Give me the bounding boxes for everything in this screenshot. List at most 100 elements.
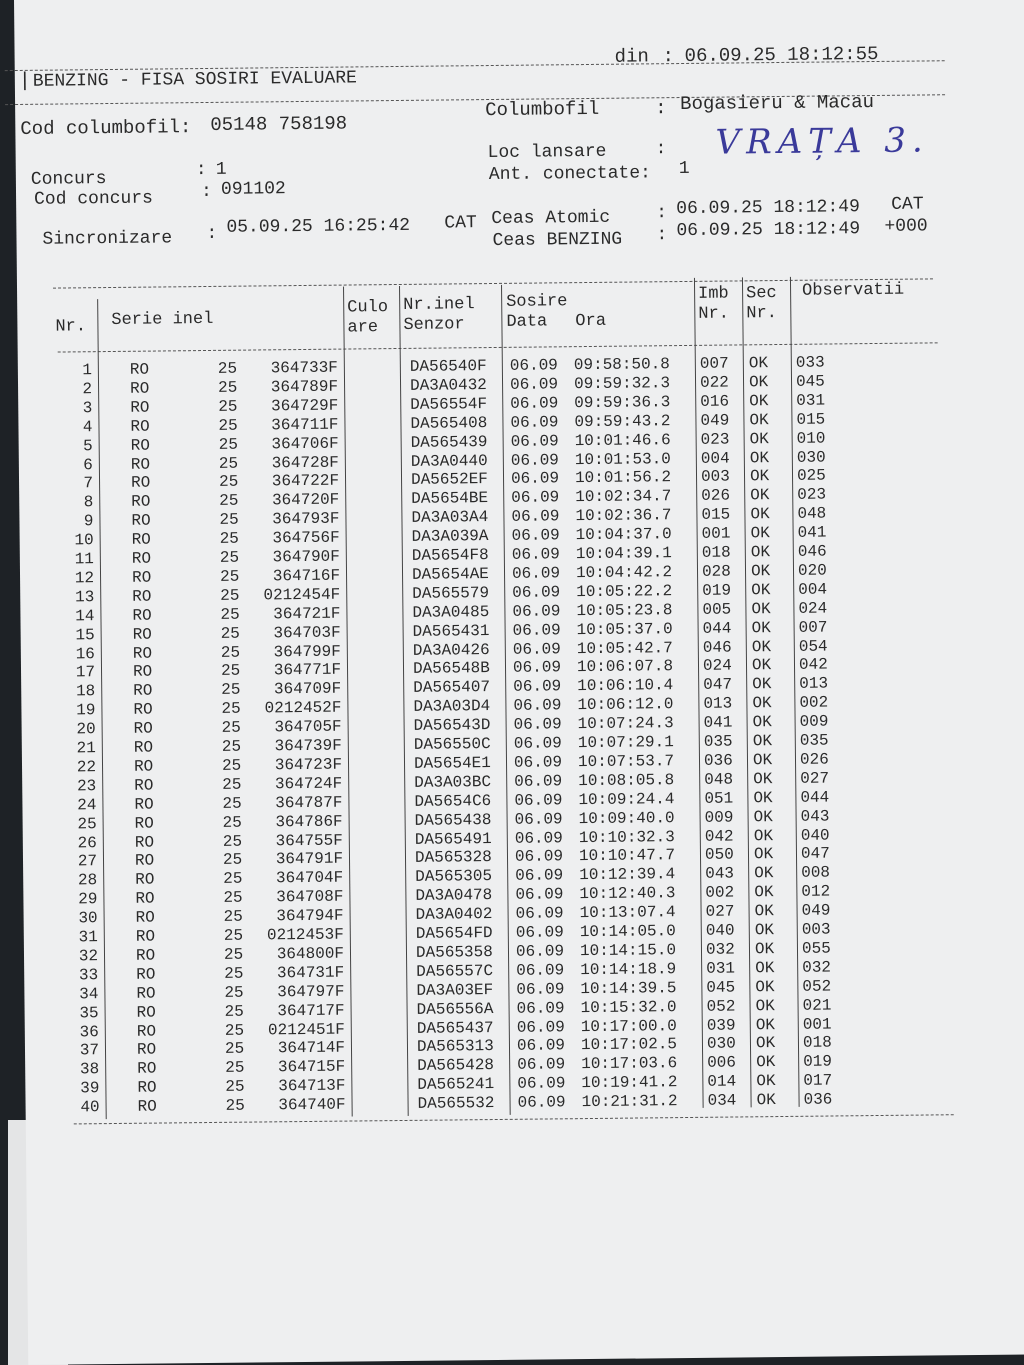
- row-nr: 24: [77, 795, 97, 815]
- table-top-border: [53, 278, 933, 289]
- row-sensor: DA5654F8: [411, 546, 489, 565]
- row-date: 06.09: [513, 753, 563, 772]
- loc-lansare-handwritten: VRAȚA 3.: [715, 120, 929, 163]
- row-sec: OK: [752, 750, 773, 770]
- row-imb: 046: [702, 638, 732, 657]
- row-nr: 19: [76, 701, 96, 720]
- row-nr: 6: [83, 455, 93, 474]
- document-title: BENZING - FISA SOSIRI EVALUARE: [32, 68, 358, 92]
- row-observatii: 049: [801, 901, 831, 920]
- row-sensor: DA3A0426: [412, 640, 490, 660]
- row-year: 25: [222, 775, 242, 794]
- row-date: 06.09: [509, 356, 558, 375]
- row-serie: 364800F: [276, 944, 345, 964]
- row-imb: 013: [703, 694, 733, 714]
- row-nr: 37: [79, 1041, 100, 1060]
- row-imb: 032: [705, 940, 735, 959]
- row-time: 10:04:39.1: [575, 544, 672, 564]
- row-time: 10:05:22.2: [576, 581, 673, 601]
- row-nr: 29: [78, 890, 98, 909]
- row-sec: OK: [749, 391, 769, 411]
- col-observatii: Observatii: [801, 280, 905, 301]
- row-serie: 364723F: [274, 755, 343, 775]
- row-year: 25: [220, 643, 241, 662]
- row-date: 06.09: [515, 923, 564, 942]
- row-sensor: DA5654C6: [414, 791, 492, 811]
- row-sensor: DA56548B: [412, 659, 490, 679]
- row-serie: 364722F: [271, 472, 340, 491]
- row-nr: 31: [78, 928, 98, 947]
- row-nr: 35: [79, 1003, 99, 1022]
- row-serie: 364731F: [276, 963, 345, 983]
- row-sec: OK: [752, 675, 772, 694]
- row-observatii: 009: [799, 712, 829, 731]
- row-time: 10:09:24.4: [578, 789, 675, 809]
- row-date: 06.09: [512, 620, 561, 640]
- row-time: 10:15:32.0: [580, 997, 677, 1017]
- row-imb: 023: [700, 430, 730, 449]
- arrival-sheet: | BENZING - FISA SOSIRI EVALUARE din : 0…: [4, 0, 1024, 1365]
- row-year: 25: [219, 510, 239, 530]
- row-date: 06.09: [514, 790, 563, 810]
- row-time: 10:06:07.8: [576, 657, 674, 677]
- row-time: 10:06:10.4: [577, 676, 674, 696]
- row-sec: OK: [750, 562, 771, 581]
- table-bottom-border: [73, 1114, 954, 1125]
- row-year: 25: [218, 454, 239, 473]
- row-country: RO: [132, 644, 153, 663]
- row-observatii: 010: [796, 429, 826, 448]
- row-sec: OK: [754, 864, 774, 883]
- row-nr: 32: [78, 947, 99, 966]
- row-imb: 052: [706, 997, 736, 1016]
- col-data: Data: [506, 312, 548, 332]
- row-sec: OK: [750, 543, 771, 562]
- row-serie: 364721F: [273, 604, 341, 624]
- row-country: RO: [131, 530, 151, 549]
- row-time: 10:17:00.0: [580, 1016, 677, 1036]
- row-serie: 364717F: [277, 1001, 345, 1020]
- row-time: 10:06:12.0: [577, 695, 674, 715]
- row-date: 06.09: [515, 885, 564, 904]
- row-time: 09:59:32.3: [573, 374, 671, 394]
- row-sensor: DA56543D: [413, 716, 491, 735]
- row-imb: 036: [703, 751, 733, 770]
- row-imb: 002: [705, 883, 735, 902]
- column-divider: [399, 285, 409, 1116]
- row-year: 25: [223, 888, 243, 908]
- row-serie: 364706F: [271, 434, 339, 453]
- row-date: 06.09: [516, 1017, 565, 1037]
- row-serie: 0212454F: [263, 585, 341, 605]
- row-time: 10:21:31.2: [581, 1092, 678, 1112]
- row-nr: 23: [76, 776, 97, 796]
- row-sensor: DA565437: [416, 1018, 494, 1038]
- row-nr: 40: [80, 1098, 100, 1117]
- row-nr: 5: [82, 436, 93, 455]
- table-header-border: [57, 342, 938, 353]
- row-sensor: DA565579: [412, 583, 490, 603]
- row-serie: 364724F: [274, 774, 343, 794]
- row-year: 25: [221, 756, 242, 775]
- row-observatii: 002: [799, 693, 829, 713]
- row-sensor: DA3A0485: [412, 602, 490, 622]
- row-date: 06.09: [513, 677, 562, 697]
- row-nr: 10: [74, 531, 94, 550]
- row-nr: 1: [82, 361, 92, 380]
- row-imb: 001: [701, 524, 731, 543]
- row-imb: 022: [699, 373, 729, 392]
- row-sec: OK: [752, 732, 773, 751]
- row-sensor: DA3A0440: [410, 451, 488, 471]
- row-time: 10:02:34.7: [575, 487, 672, 507]
- row-country: RO: [137, 1078, 157, 1097]
- row-year: 25: [225, 1077, 245, 1097]
- row-sensor: DA5654E1: [413, 753, 491, 773]
- ceas-atomic-tz: CAT: [891, 194, 924, 215]
- row-sensor: DA56556A: [416, 999, 494, 1019]
- row-observatii: 043: [800, 807, 830, 826]
- concurs-separator: :: [195, 159, 207, 181]
- row-sensor: DA565358: [415, 942, 493, 962]
- row-year: 25: [223, 869, 243, 889]
- row-serie: 364791F: [275, 849, 344, 869]
- columbofil-separator: :: [655, 97, 667, 120]
- row-date: 06.09: [511, 488, 560, 508]
- row-date: 06.09: [511, 507, 560, 527]
